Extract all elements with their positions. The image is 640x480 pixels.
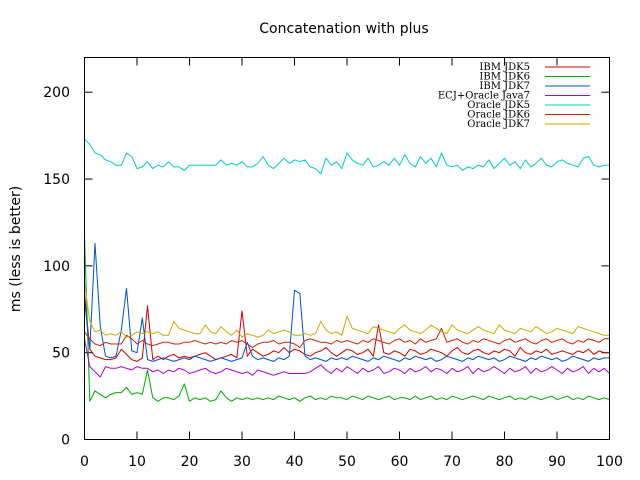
x-tick-label: 50 — [338, 454, 356, 470]
y-tick-label: 150 — [43, 172, 70, 188]
series-line-ibm-jdk7 — [84, 242, 610, 362]
y-axis-label: ms (less is better) — [8, 186, 24, 312]
x-tick-label: 10 — [128, 454, 146, 470]
y-tick-label: 200 — [43, 85, 70, 101]
series-lines — [84, 138, 610, 402]
legend-label: IBM JDK6 — [479, 72, 530, 83]
legend-label: IBM JDK7 — [479, 81, 530, 92]
series-line-oracle-jdk6 — [84, 327, 610, 348]
x-tick-label: 0 — [80, 454, 89, 470]
x-tick-label: 90 — [548, 454, 566, 470]
x-tick-label: 100 — [596, 454, 623, 470]
y-tick-label: 0 — [61, 433, 70, 449]
y-tick-label: 50 — [52, 346, 70, 362]
x-tick-label: 20 — [181, 454, 199, 470]
x-tick-label: 80 — [496, 454, 514, 470]
legend-label: Oracle JDK5 — [467, 100, 530, 111]
legend-label: Oracle JDK6 — [467, 110, 530, 121]
x-tick-label: 60 — [391, 454, 409, 470]
legend-label: IBM JDK5 — [479, 62, 530, 73]
plot-frame — [84, 57, 610, 440]
chart-title: Concatenation with plus — [259, 21, 428, 37]
series-line-oracle-jdk5 — [84, 138, 610, 175]
series-line-ecj-oracle-java7 — [84, 338, 610, 378]
y-tick-label: 100 — [43, 259, 70, 275]
legend-label: Oracle JDK7 — [467, 119, 530, 130]
series-line-ibm-jdk6 — [84, 236, 610, 402]
x-tick-label: 30 — [233, 454, 251, 470]
axis-ticks: 0 10 20 30 40 50 60 70 80 90 100 0 50 100 150 200 — [43, 57, 623, 470]
series-line-ibm-jdk5 — [84, 293, 610, 362]
x-tick-label: 40 — [286, 454, 304, 470]
x-tick-label: 70 — [443, 454, 461, 470]
series-line-oracle-jdk7 — [84, 283, 610, 338]
legend-label: ECJ+Oracle Java7 — [438, 91, 530, 102]
